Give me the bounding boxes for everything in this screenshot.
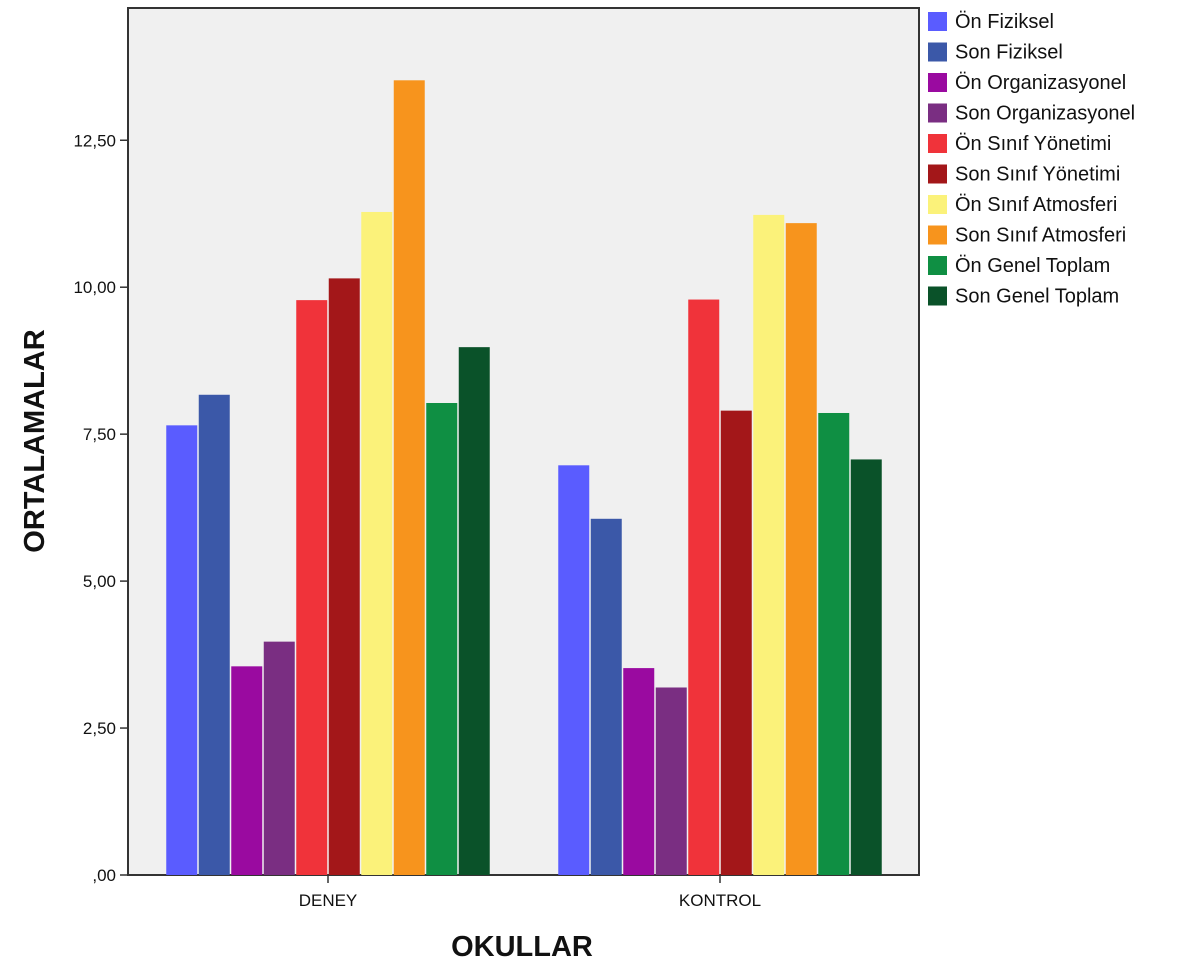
legend-swatch [928,103,947,123]
legend-swatch [928,164,947,184]
legend-item: Ön Fiziksel [928,11,1054,33]
bar [361,211,393,875]
legend-label: Son Organizasyonel [955,103,1135,125]
bar [198,394,230,875]
x-tick-label: DENEY [299,891,358,910]
legend-label: Son Sınıf Atmosferi [955,225,1126,247]
bar [590,518,622,875]
bar [623,668,655,875]
y-axis: ,00 2,50 5,00 7,50 10,00 12,50 [73,131,128,885]
legend-label: Ön Sınıf Atmosferi [955,194,1117,216]
legend-item: Son Sınıf Yönetimi [928,164,1120,186]
y-tick-label: 5,00 [83,572,116,591]
legend-label: Son Fiziksel [955,42,1063,64]
legend-item: Ön Sınıf Yönetimi [928,133,1111,155]
y-axis-title: ORTALAMALAR [19,329,51,552]
y-tick-label: ,00 [92,866,116,885]
bar [720,410,752,875]
legend: Ön Fiziksel Son Fiziksel Ön Organizasyonel… [928,11,1135,308]
bar [393,80,425,876]
legend-swatch [928,195,947,214]
bar [458,347,490,875]
y-tick-label: 10,00 [73,278,116,297]
bar [785,223,817,876]
legend-swatch [928,42,947,62]
y-tick-label: 2,50 [83,719,116,738]
legend-swatch [928,225,947,245]
legend-item: Ön Genel Toplam [928,255,1110,277]
legend-item: Ön Organizasyonel [928,72,1126,94]
y-tick-label: 12,50 [73,131,116,150]
legend-label: Son Sınıf Yönetimi [955,164,1120,186]
legend-swatch [928,134,947,153]
legend-label: Ön Sınıf Yönetimi [955,133,1111,155]
legend-label: Ön Organizasyonel [955,72,1126,94]
legend-swatch [928,256,947,275]
bar [655,687,687,875]
legend-item: Ön Sınıf Atmosferi [928,194,1117,216]
bar [753,214,785,875]
bar [166,425,198,875]
bar [688,299,720,875]
legend-label: Ön Fiziksel [955,11,1054,33]
legend-label: Ön Genel Toplam [955,255,1110,277]
legend-item: Son Sınıf Atmosferi [928,225,1126,247]
bar [850,459,882,875]
bar [296,300,328,876]
legend-swatch [928,286,947,306]
y-tick-label: 7,50 [83,425,116,444]
bar [426,402,458,875]
x-tick-label: KONTROL [679,891,761,910]
legend-item: Son Genel Toplam [928,286,1119,308]
bar [328,278,360,875]
bar [263,641,295,875]
bar [818,412,850,875]
legend-swatch [928,73,947,92]
bars [166,80,882,876]
legend-item: Son Fiziksel [928,42,1063,64]
x-axis-title: OKULLAR [451,931,593,963]
x-axis: DENEY KONTROL [299,875,761,910]
legend-item: Son Organizasyonel [928,103,1135,125]
legend-swatch [928,12,947,31]
legend-label: Son Genel Toplam [955,286,1119,308]
bar [231,666,263,875]
bar [558,465,590,875]
